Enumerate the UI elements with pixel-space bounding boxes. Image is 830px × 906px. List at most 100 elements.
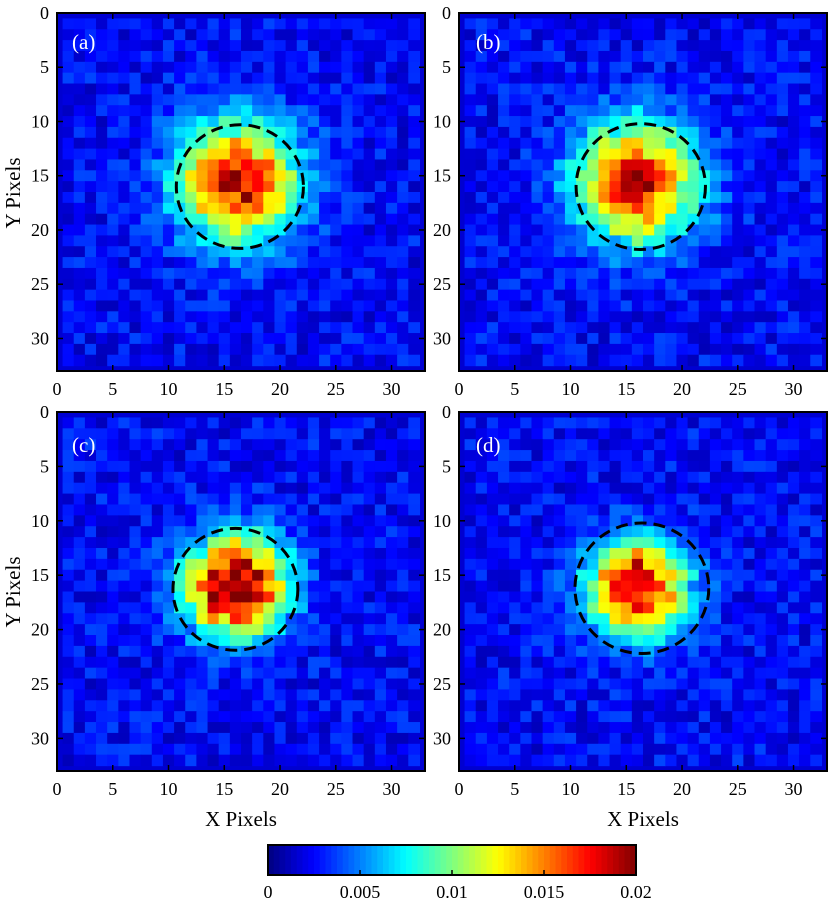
heatmap-cell	[363, 333, 376, 345]
heatmap-cell	[397, 417, 409, 429]
heatmap-cell	[631, 471, 644, 484]
heatmap-cell	[374, 213, 387, 226]
heatmap-cell	[643, 417, 655, 429]
heatmap-cell	[229, 148, 242, 161]
heatmap-cell	[509, 50, 521, 63]
heatmap-cell	[509, 460, 521, 473]
heatmap-cell	[162, 300, 175, 312]
heatmap-cell	[84, 116, 97, 128]
heatmap-cell	[307, 754, 320, 767]
heatmap-cell	[799, 105, 811, 117]
heatmap-cell	[341, 732, 354, 745]
heatmap-cell	[587, 471, 599, 484]
heatmap-cell	[151, 678, 164, 691]
heatmap-cell	[285, 202, 298, 215]
heatmap-cell	[520, 602, 533, 614]
heatmap-cell	[709, 289, 722, 302]
heatmap-cell	[285, 333, 298, 345]
heatmap-cell	[151, 493, 164, 506]
heatmap-cell	[498, 591, 510, 603]
heatmap-cell	[218, 700, 231, 712]
heatmap-cell	[721, 246, 733, 258]
heatmap-cell	[486, 711, 499, 723]
heatmap-cell	[732, 257, 744, 269]
heatmap-cell	[665, 645, 678, 658]
heatmap-cell	[464, 569, 477, 582]
heatmap-cell	[285, 493, 298, 506]
heatmap-cell	[743, 72, 756, 85]
heatmap-cell	[207, 613, 220, 625]
heatmap-cell	[609, 515, 622, 527]
heatmap-cell	[765, 537, 778, 549]
heatmap-cell	[385, 450, 398, 462]
heatmap-cell	[397, 569, 409, 582]
heatmap-cell	[241, 126, 253, 139]
heatmap-cell	[665, 526, 678, 538]
heatmap-cell	[140, 471, 153, 484]
heatmap-cell	[207, 700, 220, 712]
heatmap-cell	[609, 159, 622, 171]
heatmap-cell	[140, 678, 153, 691]
heatmap-cell	[263, 311, 276, 323]
heatmap-cell	[676, 732, 689, 745]
heatmap-cell	[631, 428, 644, 440]
heatmap-cell	[787, 667, 800, 680]
heatmap-cell	[307, 159, 320, 171]
heatmap-cell	[464, 40, 477, 52]
heatmap-cell	[609, 439, 622, 451]
heatmap-cell	[252, 460, 264, 473]
heatmap-cell	[252, 602, 264, 614]
heatmap-cell	[96, 257, 108, 269]
heatmap-cell	[84, 537, 97, 549]
heatmap-cell	[799, 547, 811, 560]
heatmap-cell	[542, 515, 555, 527]
heatmap-cell	[587, 311, 599, 323]
heatmap-cell	[564, 278, 577, 291]
heatmap-cell	[787, 635, 800, 647]
heatmap-cell	[787, 333, 800, 345]
heatmap-cell	[576, 116, 588, 128]
heatmap-cell	[542, 50, 555, 63]
heatmap-cell	[721, 602, 733, 614]
heatmap-cell	[84, 354, 97, 367]
y-tick-label: 0	[442, 402, 451, 422]
heatmap-cell	[408, 754, 421, 767]
heatmap-cell	[531, 94, 544, 106]
heatmap-cell	[363, 613, 376, 625]
heatmap-cell	[274, 428, 287, 440]
heatmap-cell	[252, 515, 264, 527]
heatmap-cell	[776, 224, 789, 236]
heatmap-cell	[643, 343, 655, 356]
heatmap-cell	[609, 732, 622, 745]
heatmap-cell	[498, 754, 510, 767]
heatmap-cell	[174, 471, 186, 484]
heatmap-cell	[274, 580, 287, 593]
heatmap-cell	[196, 300, 209, 312]
heatmap-cell	[263, 732, 276, 745]
heatmap-cell	[721, 428, 733, 440]
heatmap-cell	[218, 61, 231, 74]
heatmap-cell	[151, 754, 164, 767]
x-tick-label: 0	[53, 379, 62, 399]
heatmap-cell	[140, 83, 153, 95]
heatmap-cell	[553, 40, 566, 52]
heatmap-cell	[787, 192, 800, 204]
heatmap-cell	[73, 711, 86, 723]
heatmap-cell	[553, 417, 566, 429]
heatmap-cell	[665, 450, 678, 462]
heatmap-cell	[743, 635, 756, 647]
heatmap-cell	[84, 224, 97, 236]
heatmap-cell	[520, 289, 533, 302]
heatmap-cell	[274, 267, 287, 280]
heatmap-cell	[84, 722, 97, 734]
heatmap-cell	[363, 126, 376, 139]
heatmap-cell	[553, 428, 566, 440]
heatmap-cell	[185, 537, 197, 549]
heatmap-cell	[62, 450, 75, 462]
heatmap-cell	[698, 656, 711, 669]
heatmap-cell	[218, 602, 231, 614]
heatmap-cell	[498, 354, 510, 367]
heatmap-cell	[96, 246, 108, 258]
heatmap-cell	[408, 322, 421, 334]
heatmap-cell	[665, 743, 678, 756]
